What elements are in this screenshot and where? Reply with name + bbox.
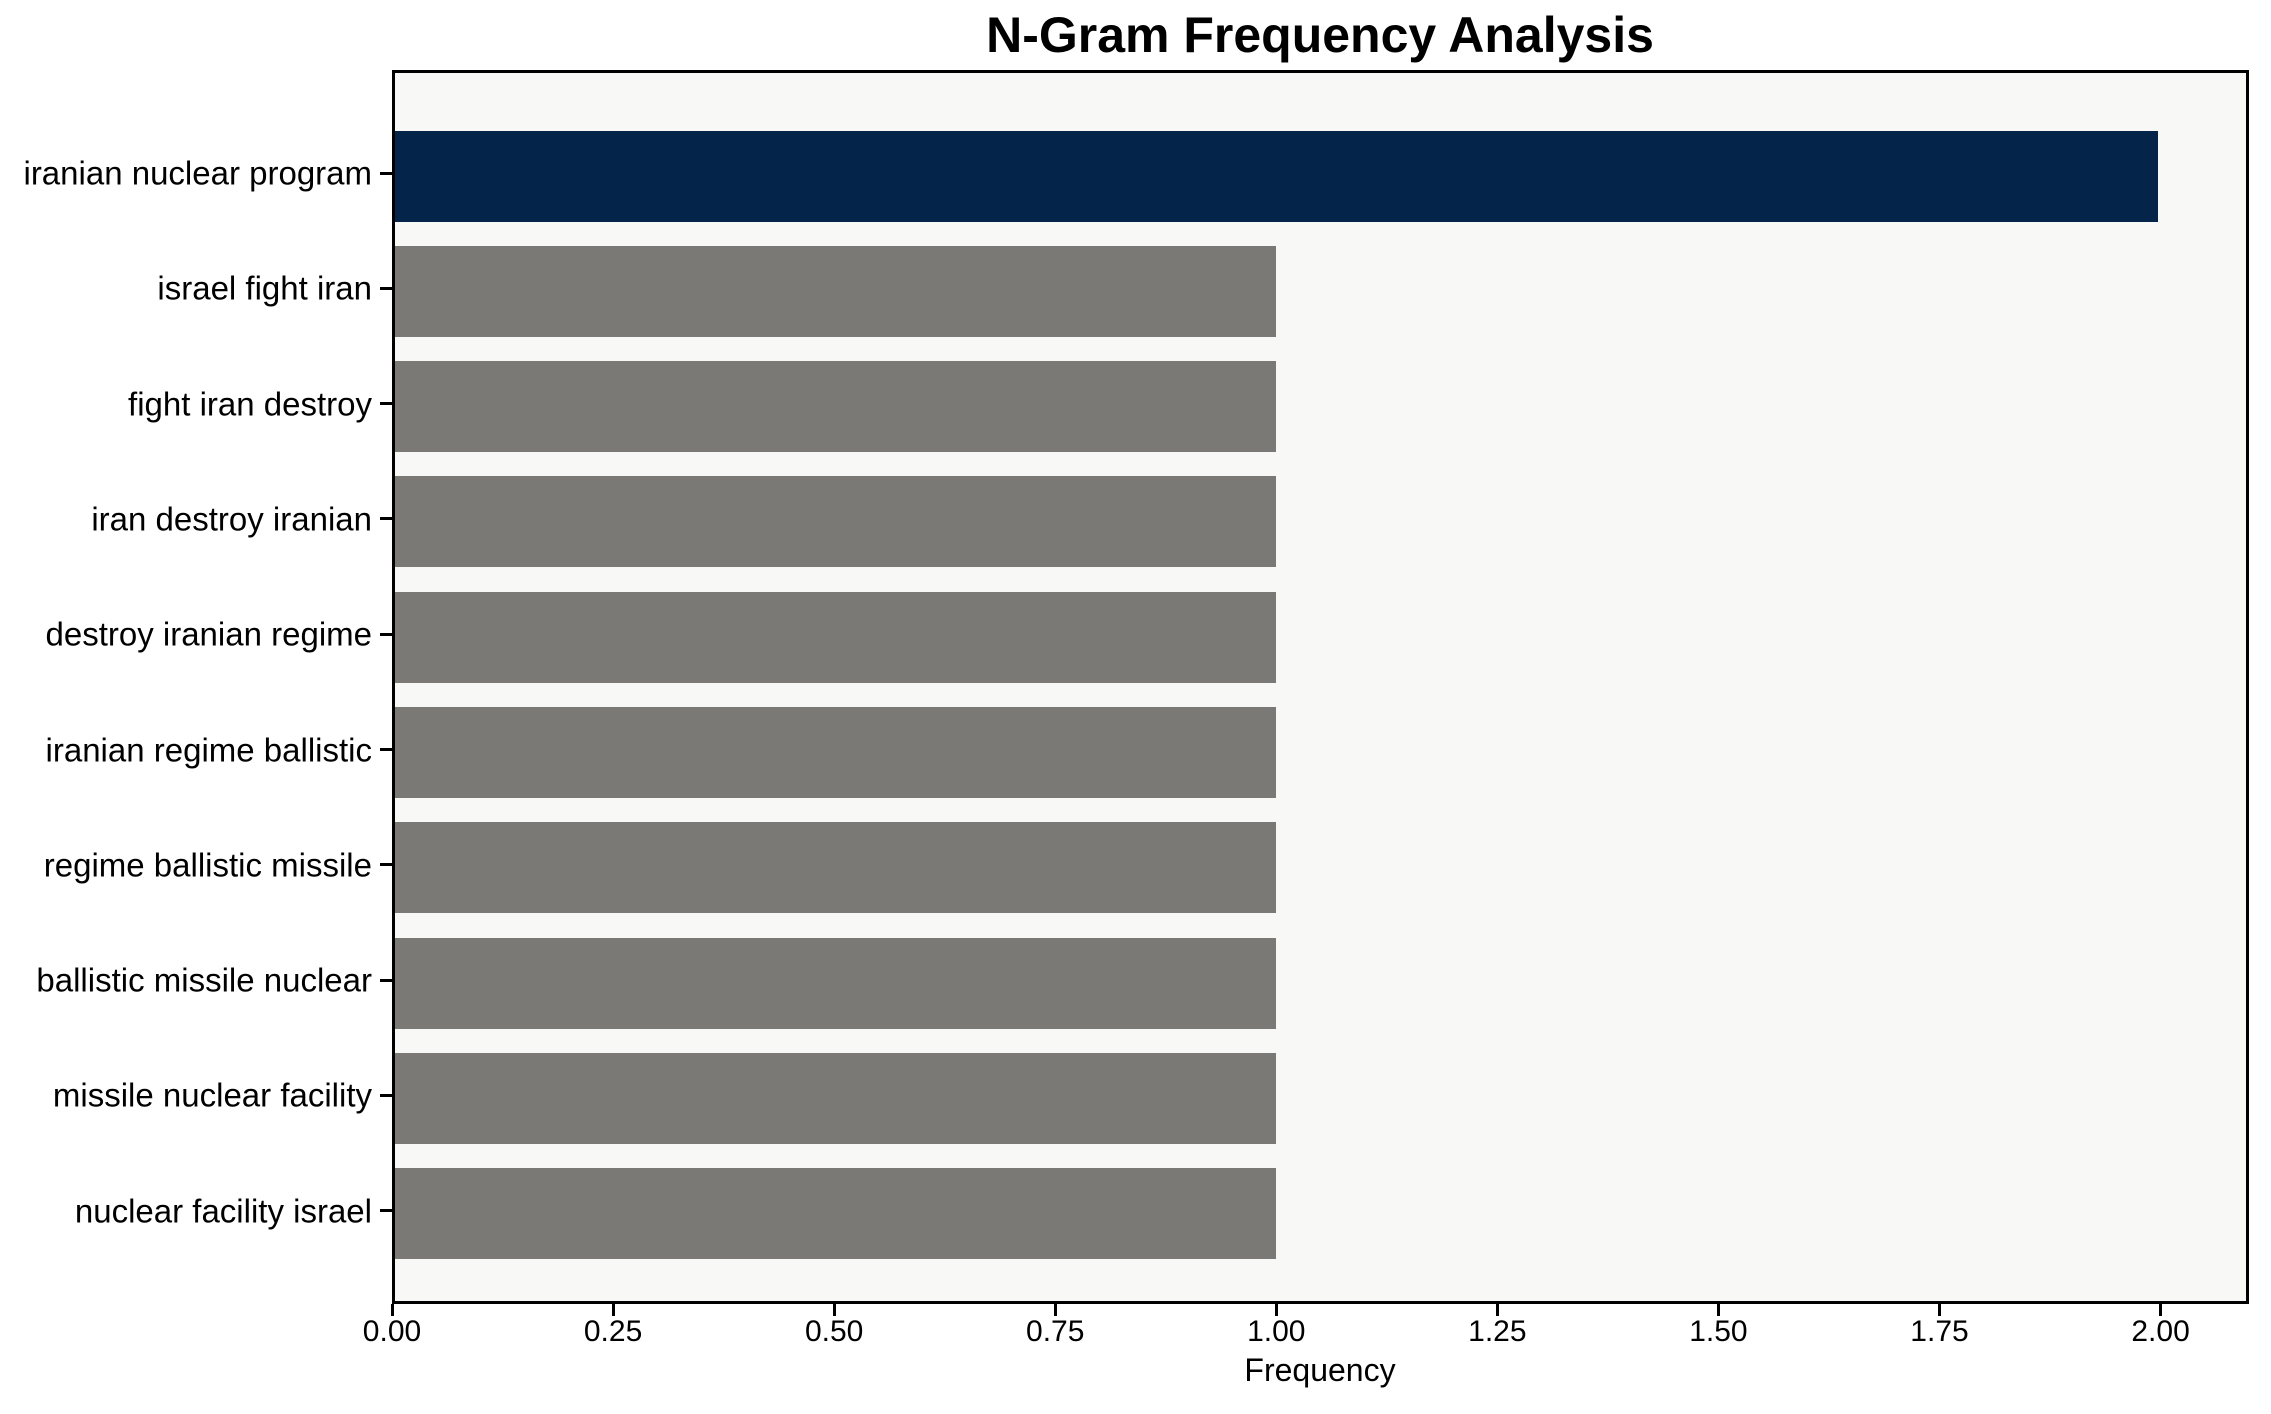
y-tick-label: destroy iranian regime [45,615,373,653]
y-tick-label: missile nuclear facility [52,1076,372,1114]
y-tick-mark [380,978,392,982]
x-tick-label: 1.75 [1910,1315,1969,1348]
y-tick-mark [380,1093,392,1097]
y-tick-mark [380,171,392,175]
x-tick-label: 0.50 [804,1315,864,1348]
y-tick-label: israel fight iran [157,269,372,307]
y-tick-mark [380,632,392,636]
x-tick-mark [1274,1304,1278,1316]
x-tick-label: 0.75 [1026,1315,1085,1348]
x-tick-label: 1.00 [1247,1315,1306,1348]
y-tick-mark [380,863,392,867]
bar [395,1052,1277,1144]
y-tick-label: nuclear facility israel [74,1192,372,1230]
x-tick-label: 0.25 [583,1315,643,1348]
y-tick-mark [380,517,392,521]
y-tick-label: iranian regime ballistic [45,731,372,768]
y-tick-mark [380,1209,392,1213]
bar [395,822,1277,914]
bar [395,476,1277,568]
bar [395,707,1277,798]
y-tick-mark [380,402,392,406]
plot-area [392,70,2249,1304]
x-tick-label: 1.50 [1689,1315,1748,1348]
bar [395,1168,1277,1260]
x-tick-mark [611,1304,615,1316]
x-tick-mark [832,1304,836,1316]
y-tick-mark [380,748,392,751]
x-axis-label: Frequency [1244,1352,1396,1388]
chart-title: N-Gram Frequency Analysis [986,7,1654,63]
bar [395,245,1277,337]
x-tick-mark [1938,1304,1941,1316]
bar [395,591,1277,683]
y-tick-label: regime ballistic missile [43,846,372,884]
x-tick-mark [1495,1304,1499,1316]
y-tick-label: ballistic missile nuclear [36,961,372,999]
y-tick-label: fight iran destroy [128,385,372,423]
y-tick-label: iran destroy iranian [91,500,372,538]
x-tick-mark [1716,1304,1720,1316]
bar [395,937,1277,1029]
x-tick-mark [390,1304,394,1316]
x-tick-label: 1.25 [1468,1315,1527,1348]
y-tick-mark [380,286,392,290]
x-tick-mark [2159,1304,2163,1316]
y-tick-label: iranian nuclear program [23,154,372,192]
bar [395,361,1277,453]
x-tick-label: 0.00 [362,1315,422,1348]
x-tick-label: 2.00 [2131,1315,2190,1348]
bar [395,130,2158,222]
x-tick-mark [1053,1304,1057,1316]
